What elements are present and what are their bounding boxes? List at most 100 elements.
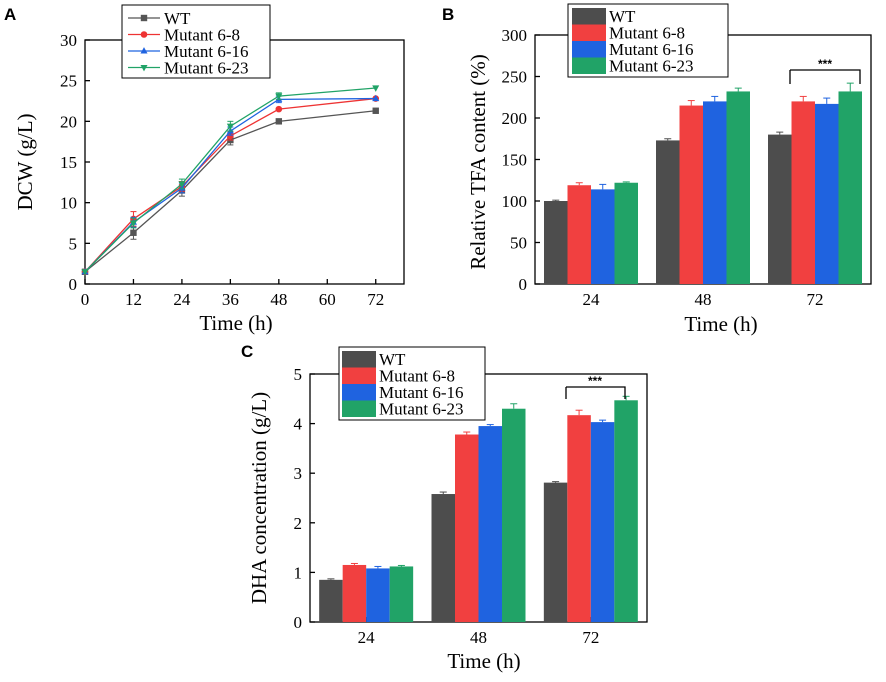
panel-c: C 24 48 72 0 1 2 3 4 5 Time (h) DHA concentratio…: [241, 342, 648, 673]
bar: [768, 134, 792, 284]
panel-c-x-title: Time (h): [447, 649, 520, 673]
bar: [656, 140, 680, 284]
legend-label: WT: [609, 7, 636, 26]
legend-marker: [140, 64, 148, 72]
y-tick-label: 25: [60, 72, 77, 91]
legend-label: Mutant 6-23: [609, 57, 694, 76]
legend-swatch: [572, 24, 606, 41]
panel-a: A 0 12 24 36 48 60 72 0 5 10 15 20 25 30 Time (h) DCW…: [4, 4, 405, 335]
panel-c-y-title: DHA concentration (g/L): [247, 392, 271, 604]
bar: [567, 415, 591, 622]
bar: [838, 91, 862, 284]
legend-marker: [140, 14, 148, 22]
panel-b-significance-bracket: [789, 69, 861, 84]
data-point: [226, 123, 234, 131]
y-tick-label: 5: [69, 234, 78, 253]
y-tick-label: 0: [519, 275, 528, 294]
data-point: [227, 132, 234, 140]
legend-label: Mutant 6-8: [609, 24, 685, 43]
x-tick-label: 48: [270, 290, 287, 309]
series-line: [84, 87, 376, 273]
x-tick-label: 72: [367, 290, 384, 309]
bar: [319, 579, 343, 622]
panel-a-ticks: 0 12 24 36 48 60 72 0 5 10 15 20 25 30: [60, 31, 384, 309]
bar: [703, 101, 727, 285]
data-point: [130, 229, 137, 236]
bar: [614, 182, 638, 284]
y-tick-label: 0: [69, 275, 78, 294]
y-tick-label: 50: [510, 234, 527, 253]
x-tick-label: 36: [222, 290, 239, 309]
panel-b-x-title: Time (h): [684, 312, 757, 336]
legend-marker: [140, 31, 148, 38]
panel-a-x-title: Time (h): [199, 311, 272, 335]
legend-swatch: [342, 384, 376, 401]
legend-label: Mutant 6-16: [609, 40, 694, 59]
data-point: [372, 94, 380, 102]
legend-label: Mutant 6-16: [164, 42, 249, 61]
panel-c-letter: C: [241, 342, 253, 361]
data-point: [275, 118, 283, 125]
data-point: [372, 107, 379, 114]
panel-b-ticks: 24 48 72 0 50 100 150 200 250 300: [502, 26, 824, 309]
y-tick-label: 0: [294, 613, 303, 632]
x-tick-label: 24: [173, 290, 191, 309]
bar: [543, 482, 568, 622]
data-point: [81, 269, 89, 276]
y-tick-label: 250: [502, 68, 528, 87]
y-tick-label: 15: [60, 153, 77, 172]
panel-a-series: [81, 85, 380, 276]
y-tick-label: 100: [502, 192, 528, 211]
bar: [791, 101, 815, 285]
panel-c-bars: [319, 395, 638, 622]
bar: [478, 426, 502, 622]
legend-label: WT: [379, 350, 406, 369]
panel-c-significance: ***: [565, 374, 626, 399]
panel-a-y-title: DCW (g/L): [13, 113, 37, 210]
data-point: [129, 220, 137, 227]
y-tick-label: 150: [502, 151, 528, 170]
legend-marker: [140, 47, 148, 54]
x-tick-label: 72: [582, 628, 599, 647]
bar: [679, 105, 703, 284]
panel-b-letter: B: [442, 5, 454, 24]
panel-c-ticks: 24 48 72 0 1 2 3 4 5: [294, 365, 600, 647]
x-tick-label: 12: [125, 290, 142, 309]
panel-c-significance-label: ***: [588, 374, 602, 388]
panel-b-y-title: Relative TFA content (%): [466, 54, 490, 270]
series-mutant-6-23: [81, 85, 380, 276]
y-tick-label: 4: [294, 415, 303, 434]
bar: [544, 201, 568, 284]
x-tick-label: 48: [695, 290, 712, 309]
bar: [726, 91, 750, 284]
x-tick-label: 72: [807, 290, 824, 309]
panel-b: B 24 48 72 0 50 100 150 200 250 300 Time (h) Rela…: [442, 3, 872, 336]
y-tick-label: 30: [60, 31, 77, 50]
bar: [389, 566, 414, 622]
y-tick-label: 5: [294, 365, 303, 384]
x-tick-label: 24: [358, 628, 376, 647]
bar: [502, 408, 526, 622]
legend-swatch: [572, 8, 606, 25]
panel-b-bars: [544, 82, 862, 285]
legend-swatch: [342, 367, 376, 384]
y-tick-label: 20: [60, 112, 77, 131]
x-tick-label: 0: [81, 290, 90, 309]
legend-swatch: [572, 57, 606, 74]
legend-swatch: [342, 351, 376, 368]
x-tick-label: 48: [470, 628, 487, 647]
bar: [591, 189, 615, 284]
data-point: [275, 105, 283, 113]
panel-b-significance: ***: [789, 57, 861, 84]
legend-label: WT: [164, 9, 191, 28]
data-point: [178, 181, 186, 188]
legend-swatch: [342, 400, 376, 417]
bar: [815, 103, 839, 284]
data-point: [372, 85, 380, 92]
y-tick-label: 200: [502, 109, 528, 128]
legend-label: Mutant 6-8: [379, 367, 455, 386]
